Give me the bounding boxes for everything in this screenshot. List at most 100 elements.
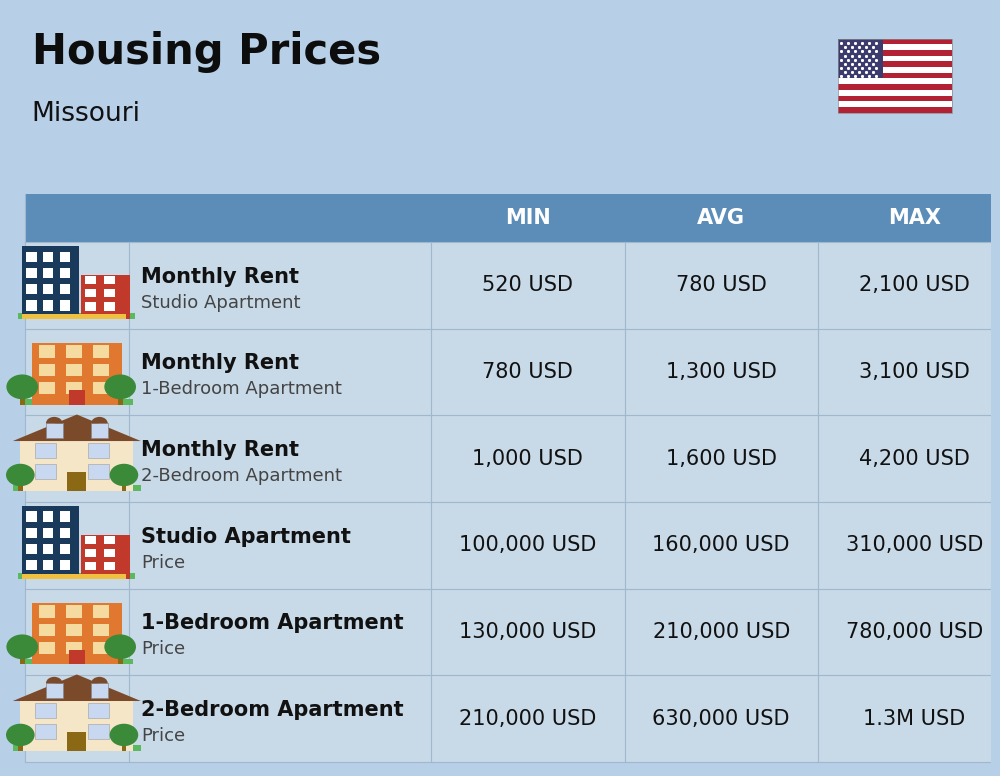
Text: 1.3M USD: 1.3M USD	[863, 708, 966, 729]
Bar	[91, 424, 108, 438]
Bar	[43, 251, 53, 262]
Text: 1,600 USD: 1,600 USD	[666, 449, 777, 469]
Text: AVG: AVG	[697, 208, 745, 228]
Bar	[838, 73, 952, 78]
Bar	[104, 302, 115, 310]
Text: 210,000 USD: 210,000 USD	[653, 622, 790, 642]
Bar	[35, 464, 56, 480]
Bar	[25, 675, 1000, 762]
Bar	[60, 560, 70, 570]
Bar	[39, 605, 55, 618]
Bar	[838, 107, 952, 113]
Bar	[20, 701, 133, 751]
Bar	[838, 101, 952, 107]
Bar	[20, 399, 133, 404]
Bar	[20, 659, 133, 664]
Polygon shape	[13, 414, 141, 441]
Bar	[104, 549, 115, 557]
Text: Price: Price	[141, 554, 185, 572]
Bar	[13, 745, 141, 751]
Text: 2-Bedroom Apartment: 2-Bedroom Apartment	[141, 467, 342, 485]
Bar	[60, 528, 70, 538]
Bar	[81, 535, 130, 580]
Bar	[67, 732, 86, 751]
Text: MAX: MAX	[888, 208, 941, 228]
Bar	[81, 275, 130, 320]
Bar	[838, 39, 952, 44]
Text: 780,000 USD: 780,000 USD	[846, 622, 983, 642]
Bar	[85, 549, 96, 557]
Text: Studio Apartment: Studio Apartment	[141, 527, 351, 547]
Text: 1-Bedroom Apartment: 1-Bedroom Apartment	[141, 613, 403, 633]
Text: 1-Bedroom Apartment: 1-Bedroom Apartment	[141, 380, 342, 398]
Bar	[88, 443, 109, 458]
Bar	[88, 703, 109, 718]
Bar	[22, 314, 126, 320]
Bar	[66, 363, 82, 376]
Bar	[25, 502, 1000, 589]
Text: 2-Bedroom Apartment: 2-Bedroom Apartment	[141, 700, 403, 720]
Text: Price: Price	[141, 727, 185, 745]
Bar	[25, 242, 1000, 329]
Bar	[85, 562, 96, 570]
Bar	[93, 623, 109, 636]
Bar	[66, 345, 82, 358]
Bar	[22, 246, 79, 320]
Circle shape	[6, 635, 38, 659]
Bar	[85, 275, 96, 284]
Bar	[39, 623, 55, 636]
Text: 1,000 USD: 1,000 USD	[472, 449, 583, 469]
Text: 4,200 USD: 4,200 USD	[859, 449, 970, 469]
Bar	[35, 724, 56, 740]
Text: Monthly Rent: Monthly Rent	[141, 353, 299, 373]
Bar	[838, 44, 952, 50]
Bar	[20, 386, 25, 404]
Circle shape	[6, 375, 38, 399]
Bar	[32, 602, 122, 664]
Text: 1,300 USD: 1,300 USD	[666, 362, 777, 382]
Bar	[18, 573, 135, 580]
Bar	[26, 251, 37, 262]
Bar	[46, 684, 63, 698]
Bar	[104, 535, 115, 544]
Bar	[35, 703, 56, 718]
Bar	[43, 300, 53, 310]
Bar	[104, 275, 115, 284]
Bar	[93, 345, 109, 358]
Text: 160,000 USD: 160,000 USD	[652, 535, 790, 556]
Text: 780 USD: 780 USD	[676, 275, 767, 296]
Bar	[66, 623, 82, 636]
Bar	[838, 78, 952, 84]
Bar	[122, 734, 126, 751]
Wedge shape	[91, 677, 108, 684]
Polygon shape	[13, 674, 141, 701]
Wedge shape	[46, 677, 63, 684]
Bar	[85, 302, 96, 310]
Bar	[88, 464, 109, 480]
Text: Price: Price	[141, 640, 185, 658]
Bar	[43, 544, 53, 554]
Bar	[69, 650, 85, 664]
Text: Missouri: Missouri	[32, 101, 141, 127]
Bar	[39, 345, 55, 358]
Bar	[67, 472, 86, 491]
Bar	[93, 605, 109, 618]
Bar	[43, 528, 53, 538]
Bar	[43, 268, 53, 278]
Bar	[60, 284, 70, 294]
Bar	[838, 39, 883, 78]
Bar	[22, 574, 126, 580]
Bar	[93, 382, 109, 394]
Bar	[66, 605, 82, 618]
Bar	[93, 363, 109, 376]
Bar	[39, 642, 55, 654]
Bar	[39, 382, 55, 394]
Text: 210,000 USD: 210,000 USD	[459, 708, 597, 729]
Bar	[43, 284, 53, 294]
Bar	[91, 684, 108, 698]
Bar	[122, 474, 126, 491]
Circle shape	[6, 464, 35, 487]
Bar	[60, 511, 70, 521]
Bar	[838, 50, 952, 56]
Bar	[26, 528, 37, 538]
